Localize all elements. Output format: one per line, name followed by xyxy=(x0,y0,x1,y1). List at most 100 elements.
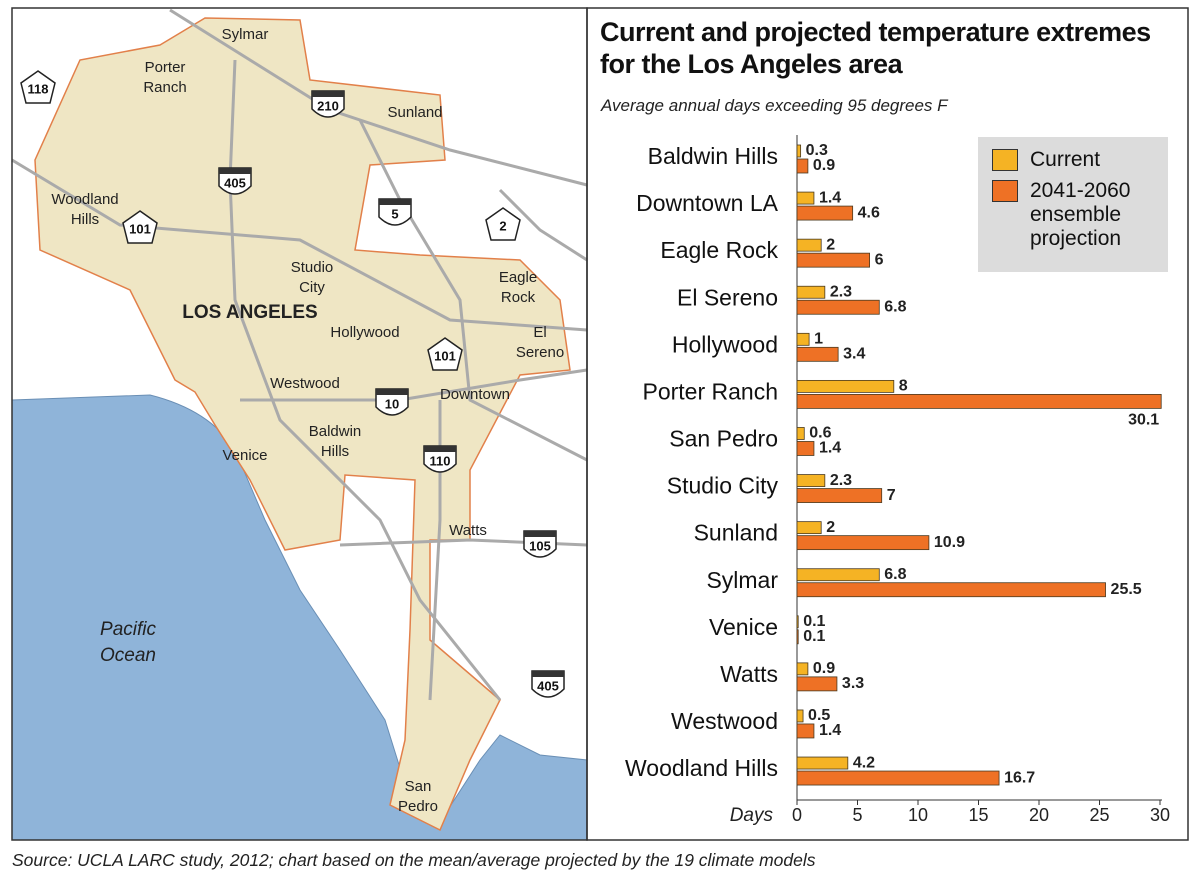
shield-shape xyxy=(427,337,463,371)
y-tick-label: Eagle Rock xyxy=(660,237,778,263)
map-label: Ocean xyxy=(100,645,156,666)
road xyxy=(169,8,588,187)
map-label: Studio xyxy=(291,259,334,276)
shield-shape xyxy=(218,167,252,195)
source-note: Source: UCLA LARC study, 2012; chart bas… xyxy=(12,850,816,870)
bar xyxy=(796,568,880,582)
shield-number: 101 xyxy=(434,348,456,363)
bar xyxy=(796,629,799,645)
y-tick-label: Studio City xyxy=(667,473,779,499)
y-tick-label: San Pedro xyxy=(669,426,778,452)
y-tick-label: El Sereno xyxy=(677,284,778,310)
bar xyxy=(796,535,930,551)
bar xyxy=(796,427,805,440)
highway-shield: 105 xyxy=(523,530,557,558)
map-label: Hollywood xyxy=(330,324,399,341)
shield-band xyxy=(379,199,411,205)
chart-subtitle: Average annual days exceeding 95 degrees… xyxy=(601,96,948,115)
map-label: Porter xyxy=(145,59,186,76)
value-label: 30.1 xyxy=(1128,412,1159,429)
highway-shield: 405 xyxy=(218,167,252,195)
y-tick-label: Woodland Hills xyxy=(625,755,778,781)
bar xyxy=(796,441,815,456)
shield-band xyxy=(312,91,344,97)
map-label: Baldwin xyxy=(309,423,362,440)
map-label: Downtown xyxy=(440,386,510,403)
value-label: 3.4 xyxy=(843,346,865,363)
legend-label: 2041-2060 ensemble projection xyxy=(1030,179,1131,250)
highway-shield: 210 xyxy=(311,90,345,118)
value-label: 0.1 xyxy=(803,613,825,630)
bar xyxy=(796,676,838,692)
value-label: 0.9 xyxy=(813,660,835,677)
highway-shield: 101 xyxy=(427,337,463,371)
bar xyxy=(796,144,802,158)
chart-frame xyxy=(586,7,1189,841)
value-label: 2 xyxy=(826,519,835,536)
shield-band xyxy=(532,671,564,677)
x-tick-label: 30 xyxy=(1150,805,1170,825)
bar xyxy=(796,346,839,362)
bar xyxy=(796,615,799,629)
map-label: Hills xyxy=(321,443,349,460)
map-label: Westwood xyxy=(270,375,340,392)
value-label: 4.6 xyxy=(858,204,880,221)
road xyxy=(240,368,588,402)
map-label: Venice xyxy=(222,447,267,464)
value-label: 0.5 xyxy=(808,707,830,724)
highway-shield: 405 xyxy=(531,670,565,698)
y-tick-label: Watts xyxy=(720,661,778,687)
shield-shape xyxy=(311,90,345,118)
shield-number: 405 xyxy=(224,175,246,190)
bar xyxy=(796,191,815,205)
shield-number: 2 xyxy=(499,218,506,233)
map-label: Hills xyxy=(71,211,99,228)
bar xyxy=(796,158,809,174)
legend-label: Current xyxy=(1030,148,1101,171)
map-label: Woodland xyxy=(51,191,118,208)
value-label: 1.4 xyxy=(819,722,841,739)
bar xyxy=(796,205,854,221)
bar xyxy=(796,756,849,770)
shield-number: 101 xyxy=(129,221,151,236)
shield-shape xyxy=(485,207,521,241)
highway-shield: 2 xyxy=(485,207,521,241)
highway-shield: 101 xyxy=(122,210,158,244)
bar xyxy=(796,662,809,676)
legend-swatch xyxy=(992,149,1018,171)
value-label: 3.3 xyxy=(842,675,864,692)
x-axis-title: Days xyxy=(730,805,774,826)
shield-shape xyxy=(122,210,158,244)
bar xyxy=(796,332,810,346)
value-label: 0.3 xyxy=(806,142,828,159)
shield-number: 405 xyxy=(537,678,559,693)
highway-shield: 110 xyxy=(423,445,457,473)
shield-number: 5 xyxy=(391,206,398,221)
road xyxy=(498,188,588,262)
legend: Current 2041-2060 ensemble projection xyxy=(978,137,1168,272)
map-label: Pacific xyxy=(100,619,156,640)
chart-title: Current and projected temperature extrem… xyxy=(600,17,1151,79)
road xyxy=(358,119,588,462)
map-label: San xyxy=(405,778,432,795)
shield-number: 118 xyxy=(28,81,49,96)
x-tick-label: 25 xyxy=(1089,805,1109,825)
value-label: 0.1 xyxy=(803,628,825,645)
value-label: 0.6 xyxy=(809,425,831,442)
shield-band xyxy=(219,168,251,174)
y-tick-label: Venice xyxy=(709,614,778,640)
shield-shape xyxy=(20,70,56,104)
bar xyxy=(796,285,826,299)
x-tick-label: 5 xyxy=(852,805,862,825)
bar xyxy=(796,488,883,503)
highway-shield: 10 xyxy=(375,388,409,416)
y-tick-label: Sunland xyxy=(694,520,778,546)
shield-shape xyxy=(375,388,409,416)
y-tick-label: Hollywood xyxy=(672,331,778,357)
legend-swatch xyxy=(992,180,1018,202)
map-label: Eagle xyxy=(499,269,537,286)
value-label: 0.9 xyxy=(813,157,835,174)
value-label: 4.2 xyxy=(853,754,875,771)
